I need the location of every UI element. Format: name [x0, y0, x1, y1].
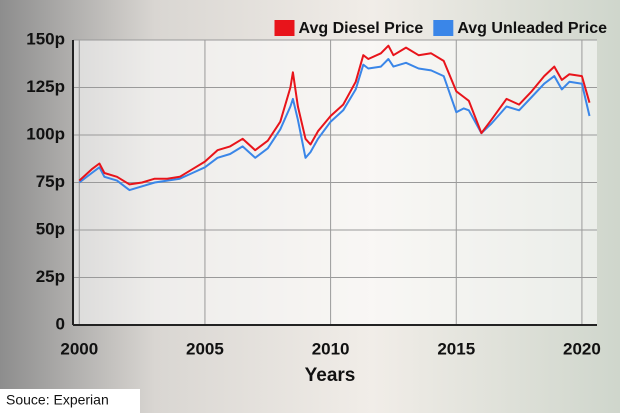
legend-swatch [433, 20, 454, 36]
x-tick-label: 2020 [563, 339, 601, 358]
y-tick-label: 0 [56, 314, 65, 333]
source: Souce: Experian [6, 392, 109, 408]
x-tick-label: 2015 [437, 339, 475, 358]
y-tick-label: 25p [36, 267, 65, 286]
x-tick-label: 2000 [60, 339, 98, 358]
legend-label: Avg Diesel Price [299, 20, 424, 37]
y-tick-label: 125p [26, 77, 65, 96]
legend-label: Avg Unleaded Price [457, 20, 607, 37]
source-box [0, 389, 140, 413]
y-tick-label: 50p [36, 219, 65, 238]
x-tick-label: 2010 [312, 339, 350, 358]
price-line [78, 44, 591, 186]
price-line [78, 58, 591, 192]
legend-swatch [274, 20, 295, 36]
y-tick-label: 75p [36, 172, 65, 191]
y-tick-label: 100p [26, 124, 65, 143]
x-tick-label: 2005 [186, 339, 224, 358]
y-tick-label: 150p [26, 29, 65, 48]
x-axis-label: Years [305, 365, 356, 386]
